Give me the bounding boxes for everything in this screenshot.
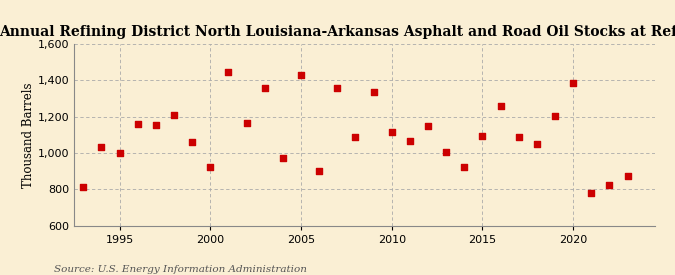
Point [223, 70, 234, 74]
Point [404, 139, 415, 143]
Point [96, 144, 107, 149]
Point [277, 156, 288, 161]
Point [151, 123, 161, 127]
Point [205, 165, 216, 170]
Point [114, 151, 125, 155]
Point [586, 191, 597, 195]
Point [332, 86, 343, 91]
Text: Source: U.S. Energy Information Administration: Source: U.S. Energy Information Administ… [54, 265, 307, 274]
Point [477, 133, 488, 138]
Y-axis label: Thousand Barrels: Thousand Barrels [22, 82, 35, 188]
Point [78, 185, 88, 189]
Point [187, 140, 198, 144]
Point [314, 169, 325, 173]
Point [459, 165, 470, 170]
Point [423, 123, 433, 128]
Point [513, 135, 524, 140]
Point [495, 103, 506, 108]
Point [549, 114, 560, 118]
Point [604, 183, 615, 187]
Title: Annual Refining District North Louisiana-Arkansas Asphalt and Road Oil Stocks at: Annual Refining District North Louisiana… [0, 25, 675, 39]
Point [386, 130, 397, 134]
Point [368, 90, 379, 94]
Point [568, 81, 578, 85]
Point [132, 122, 143, 126]
Point [622, 173, 633, 178]
Point [531, 142, 542, 146]
Point [259, 86, 270, 91]
Point [350, 135, 361, 140]
Point [241, 121, 252, 125]
Point [296, 73, 306, 77]
Point [169, 112, 180, 117]
Point [441, 150, 452, 154]
